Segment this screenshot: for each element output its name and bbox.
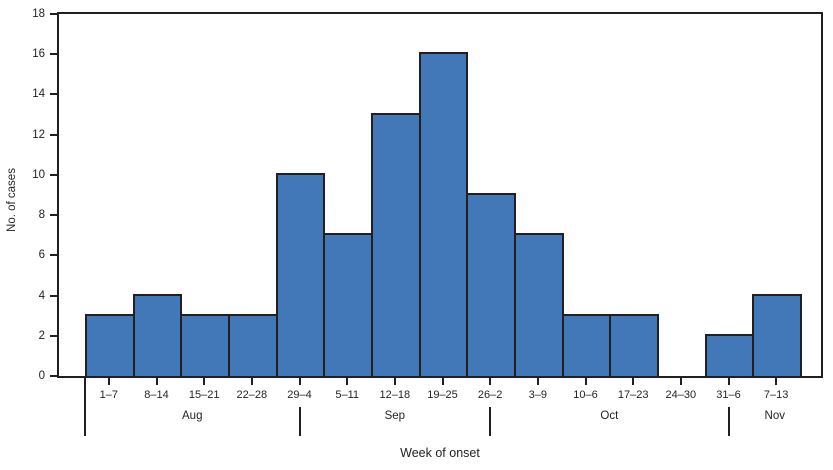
x-tick-10–6: [584, 378, 587, 385]
month-label-Sep: Sep: [384, 410, 406, 422]
y-tick-label-12: 12: [32, 128, 45, 141]
y-tick-label-10: 10: [32, 168, 45, 181]
x-tick-19–25: [441, 378, 444, 385]
bar-19–25: [418, 52, 469, 376]
month-divider-Sep: [298, 407, 301, 436]
bar-31–6: [704, 333, 755, 376]
x-tick-1–7: [107, 378, 110, 385]
x-tick-29–4: [298, 378, 301, 385]
y-tick-label-4: 4: [38, 289, 45, 302]
x-tick-22–28: [250, 378, 253, 385]
plot-area: [57, 12, 823, 378]
month-divider-Nov: [727, 407, 730, 436]
month-label-Nov: Nov: [764, 410, 785, 422]
bar-17–23: [609, 313, 659, 376]
bar-22–28: [228, 313, 278, 376]
y-tick-8: [50, 214, 57, 217]
x-tick-label-19–25: 19–25: [427, 389, 458, 401]
x-tick-24–30: [679, 378, 682, 385]
x-tick-label-17–23: 17–23: [617, 389, 649, 401]
y-tick-12: [50, 133, 57, 136]
bar-8–14: [132, 293, 183, 376]
y-tick-label-6: 6: [38, 249, 45, 262]
y-tick-label-2: 2: [38, 329, 45, 342]
y-tick-18: [50, 13, 57, 15]
y-tick-6: [50, 254, 57, 257]
bar-26–2: [466, 193, 516, 376]
y-tick-label-8: 8: [38, 209, 45, 222]
bar-15–21: [180, 313, 230, 376]
x-tick-31–6: [727, 378, 730, 385]
y-tick-16: [50, 53, 57, 56]
x-axis-title: Week of onset: [400, 446, 480, 460]
y-tick-label-0: 0: [38, 370, 45, 382]
month-label-Oct: Oct: [600, 410, 619, 422]
x-tick-label-12–18: 12–18: [379, 389, 411, 401]
x-tick-label-1–7: 1–7: [99, 389, 118, 401]
bar-1–7: [85, 313, 135, 376]
x-tick-label-29–4: 29–4: [287, 389, 312, 401]
x-tick-label-31–6: 31–6: [716, 389, 741, 401]
x-tick-5–11: [346, 378, 349, 385]
y-tick-label-18: 18: [32, 8, 45, 20]
x-tick-label-26–2: 26–2: [477, 389, 503, 401]
x-tick-17–23: [632, 378, 635, 385]
bar-5–11: [323, 233, 373, 376]
y-tick-4: [50, 294, 57, 297]
month-label-Aug: Aug: [182, 410, 203, 422]
y-tick-10: [50, 173, 57, 176]
month-divider-Aug: [84, 378, 86, 436]
y-tick-14: [50, 93, 57, 96]
bar-10–6: [561, 313, 612, 376]
x-tick-label-24–30: 24–30: [665, 389, 697, 401]
x-tick-15–21: [203, 378, 206, 385]
bar-7–13: [752, 293, 802, 376]
x-tick-label-8–14: 8–14: [144, 389, 169, 401]
x-tick-label-7–13: 7–13: [763, 389, 789, 401]
x-tick-label-15–21: 15–21: [188, 389, 220, 401]
x-tick-3–9: [536, 378, 539, 385]
bar-3–9: [514, 233, 564, 376]
x-tick-label-22–28: 22–28: [236, 389, 268, 401]
x-tick-7–13: [775, 378, 778, 385]
x-tick-label-3–9: 3–9: [528, 389, 547, 401]
y-axis-title: No. of cases: [6, 168, 18, 232]
y-tick-0: [50, 375, 57, 377]
x-tick-26–2: [489, 378, 492, 385]
bar-29–4: [275, 172, 326, 376]
y-tick-2: [50, 334, 57, 337]
x-tick-12–18: [393, 378, 396, 385]
y-tick-label-16: 16: [32, 48, 45, 61]
y-tick-label-14: 14: [32, 88, 45, 101]
bar-12–18: [371, 112, 421, 376]
month-divider-Oct: [489, 407, 492, 436]
x-tick-label-10–6: 10–6: [573, 389, 598, 401]
x-tick-8–14: [155, 378, 158, 385]
x-tick-label-5–11: 5–11: [335, 389, 359, 401]
